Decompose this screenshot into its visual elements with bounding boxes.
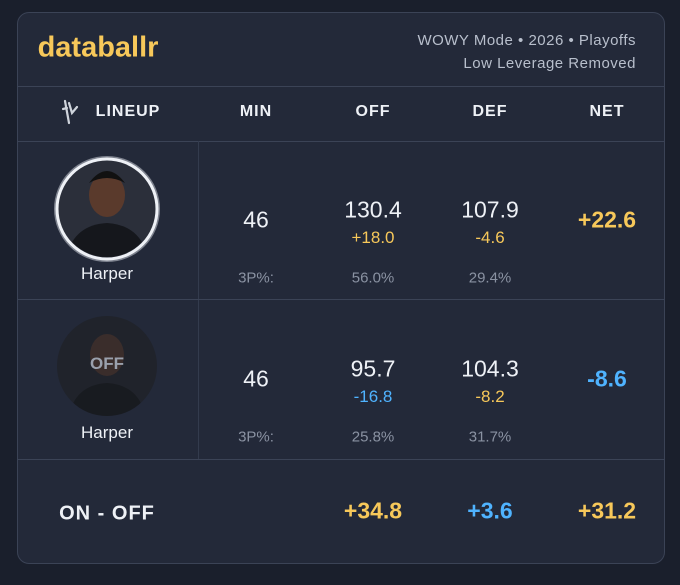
col-header: LINEUP bbox=[95, 103, 161, 120]
footer-label: ON - OFF bbox=[59, 502, 155, 525]
team-icon bbox=[61, 99, 79, 125]
three-off: 25.8% bbox=[351, 428, 395, 446]
off-rating: 95.7 bbox=[350, 355, 396, 382]
three-off: 56.0% bbox=[351, 269, 395, 287]
footer-def: +3.6 bbox=[467, 497, 513, 524]
col-header: DEF bbox=[472, 103, 508, 120]
off-diff: +18.0 bbox=[351, 228, 395, 247]
off-rating: 130.4 bbox=[344, 196, 402, 223]
minutes: 46 bbox=[243, 206, 269, 233]
minutes: 46 bbox=[243, 365, 269, 392]
col-header: NET bbox=[589, 103, 625, 120]
logo: databallr bbox=[37, 31, 159, 64]
avatar bbox=[54, 156, 160, 262]
divider bbox=[18, 459, 664, 460]
net-rating: +22.6 bbox=[577, 206, 637, 233]
filters: WOWY Mode • 2026 • Playoffs Low Leverage… bbox=[417, 29, 636, 75]
divider bbox=[18, 86, 664, 87]
divider bbox=[18, 141, 664, 142]
def-diff: -4.6 bbox=[475, 228, 505, 247]
footer-net: +31.2 bbox=[577, 497, 637, 524]
net-rating: -8.6 bbox=[587, 365, 627, 392]
mode-line: WOWY Mode • 2026 • Playoffs bbox=[417, 32, 636, 49]
three-def: 29.4% bbox=[468, 269, 512, 287]
def-rating: 104.3 bbox=[461, 355, 519, 382]
col-header: OFF bbox=[355, 103, 391, 120]
divider bbox=[198, 141, 199, 459]
def-diff: -8.2 bbox=[475, 387, 505, 406]
three-label: 3P%: bbox=[238, 428, 274, 446]
def-rating: 107.9 bbox=[461, 196, 519, 223]
footer-off: +34.8 bbox=[343, 497, 403, 524]
player-name: Harper bbox=[81, 423, 133, 442]
three-label: 3P%: bbox=[238, 269, 274, 287]
three-def: 31.7% bbox=[468, 428, 512, 446]
divider bbox=[18, 299, 664, 300]
avatar bbox=[57, 316, 157, 416]
off-diff: -16.8 bbox=[353, 387, 393, 406]
wowy-card: databallr WOWY Mode • 2026 • Playoffs Lo… bbox=[17, 12, 665, 564]
filter-line: Low Leverage Removed bbox=[463, 55, 636, 72]
off-overlay: OFF bbox=[90, 354, 124, 373]
player-name: Harper bbox=[81, 264, 133, 283]
col-header: MIN bbox=[239, 103, 273, 120]
